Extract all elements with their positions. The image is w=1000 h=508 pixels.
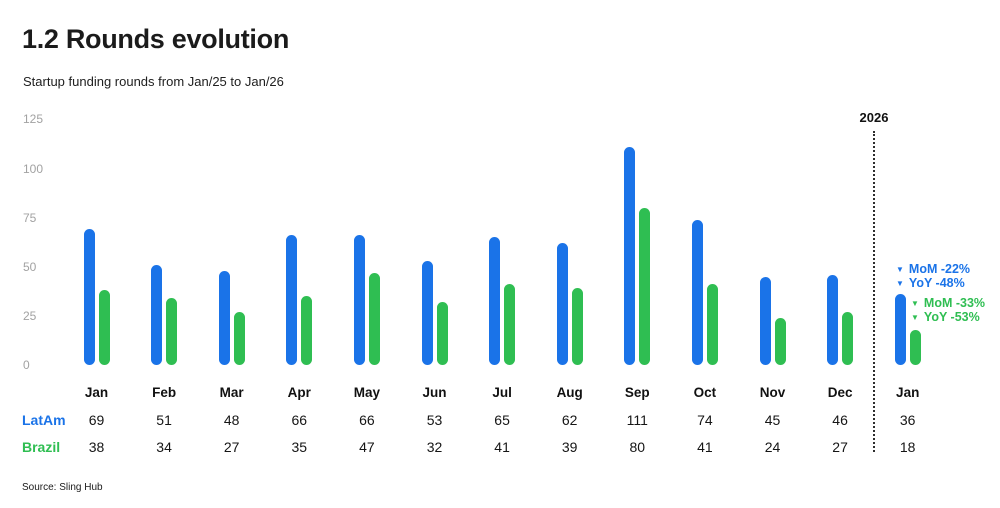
table-value-brazil-8: 80 <box>629 439 646 455</box>
next-year-label: 2026 <box>859 110 889 125</box>
triangle-down-icon: ▼ <box>911 312 919 322</box>
bar-brazil-2-mar[interactable] <box>233 311 245 365</box>
y-axis-tick-label: 0 <box>23 358 30 372</box>
bar-latam-2-mar[interactable] <box>218 270 230 365</box>
bar-brazil-7-aug[interactable] <box>571 288 583 365</box>
x-axis-label: Jul <box>492 385 512 400</box>
table-value-brazil-2: 27 <box>223 439 240 455</box>
bar-brazil-12-jan[interactable] <box>909 329 921 365</box>
bar-brazil-8-sep[interactable] <box>639 207 651 365</box>
legend-latam: LatAm <box>22 412 66 428</box>
bar-latam-4-may[interactable] <box>353 235 365 365</box>
bar-brazil-9-oct[interactable] <box>706 284 718 365</box>
triangle-down-icon: ▼ <box>896 278 904 288</box>
x-axis-label: Feb <box>152 385 177 400</box>
bar-brazil-11-dec[interactable] <box>842 311 854 365</box>
bar-latam-0-jan[interactable] <box>83 229 95 365</box>
table-value-brazil-6: 41 <box>494 439 510 455</box>
bar-brazil-0-jan[interactable] <box>98 290 110 365</box>
bar-brazil-6-jul[interactable] <box>504 284 516 365</box>
legend-brazil: Brazil <box>22 439 61 455</box>
bar-latam-7-aug[interactable] <box>556 243 568 365</box>
table-value-latam-7: 62 <box>561 412 578 428</box>
x-axis-label: Nov <box>759 385 786 400</box>
annotation-latam-mom: ▼ MoM -22% <box>896 262 970 276</box>
annotation-text: YoY -53% <box>923 310 980 324</box>
bar-latam-11-dec[interactable] <box>827 274 839 365</box>
y-axis-tick-label: 50 <box>23 259 37 274</box>
table-value-brazil-1: 34 <box>156 439 172 455</box>
y-axis-tick-label: 125 <box>23 112 44 127</box>
bar-brazil-1-feb[interactable] <box>166 298 178 365</box>
bar-brazil-4-may[interactable] <box>368 272 380 365</box>
table-value-latam-12: 36 <box>899 412 916 428</box>
bar-latam-12-jan[interactable] <box>894 294 906 365</box>
table-value-brazil-12: 18 <box>899 439 916 455</box>
bar-latam-10-nov[interactable] <box>759 276 771 365</box>
y-axis-tick-label: 100 <box>23 161 44 176</box>
page-title: 1.2 Rounds evolution <box>22 24 290 54</box>
x-axis-label: Jan <box>896 385 920 400</box>
bar-latam-3-apr[interactable] <box>286 235 298 365</box>
y-axis-tick-label: 25 <box>23 308 37 323</box>
table-value-latam-9: 74 <box>697 412 713 428</box>
x-axis-label: Sep <box>624 385 650 400</box>
table-value-latam-8: 111 <box>626 412 648 428</box>
bar-latam-1-feb[interactable] <box>151 264 163 365</box>
table-value-latam-6: 65 <box>494 412 510 428</box>
table-value-latam-10: 45 <box>764 412 781 428</box>
x-axis-label: Apr <box>287 385 311 400</box>
table-value-brazil-5: 32 <box>426 439 443 455</box>
table-value-latam-5: 53 <box>426 412 443 428</box>
annotation-text: MoM -22% <box>908 262 971 276</box>
table-value-latam-1: 51 <box>156 412 172 428</box>
x-axis-label: May <box>353 385 381 400</box>
bar-latam-5-jun[interactable] <box>421 260 433 365</box>
triangle-down-icon: ▼ <box>896 264 904 274</box>
table-value-latam-11: 46 <box>832 412 848 428</box>
annotation-brazil-mom: ▼ MoM -33% <box>911 296 985 310</box>
table-value-brazil-7: 39 <box>561 439 578 455</box>
bar-brazil-5-jun[interactable] <box>436 302 448 365</box>
annotation-text: YoY -48% <box>908 276 965 290</box>
annotation-brazil-yoy: ▼ YoY -53% <box>911 310 980 324</box>
table-value-latam-3: 66 <box>291 412 308 428</box>
bar-brazil-10-nov[interactable] <box>774 317 786 365</box>
x-axis-label: Oct <box>693 385 717 400</box>
table-value-brazil-3: 35 <box>291 439 308 455</box>
y-axis-tick-label: 75 <box>23 210 37 225</box>
bar-brazil-3-apr[interactable] <box>301 296 313 365</box>
x-axis-label: Jun <box>422 385 447 400</box>
x-axis-label: Jan <box>84 385 109 400</box>
x-axis-label: Dec <box>827 385 853 400</box>
table-value-brazil-11: 27 <box>832 439 848 455</box>
year-divider-line <box>873 131 875 452</box>
annotation-text: MoM -33% <box>923 296 986 310</box>
triangle-down-icon: ▼ <box>911 298 919 308</box>
annotation-latam-yoy: ▼ YoY -48% <box>896 276 965 290</box>
table-value-latam-4: 66 <box>359 412 375 428</box>
x-axis-label: Mar <box>219 385 244 400</box>
table-value-brazil-9: 41 <box>697 439 713 455</box>
table-value-brazil-4: 47 <box>359 439 375 455</box>
x-axis-label: Aug <box>556 385 583 400</box>
table-value-brazil-10: 24 <box>764 439 781 455</box>
bar-latam-6-jul[interactable] <box>489 237 501 365</box>
source-note: Source: Sling Hub <box>22 482 103 493</box>
bar-latam-8-sep[interactable] <box>624 146 636 365</box>
table-value-latam-0: 69 <box>88 412 105 428</box>
table-value-latam-2: 48 <box>223 412 240 428</box>
chart-subtitle: Startup funding rounds from Jan/25 to Ja… <box>23 74 284 89</box>
bar-latam-9-oct[interactable] <box>691 219 703 365</box>
table-value-brazil-0: 38 <box>88 439 105 455</box>
